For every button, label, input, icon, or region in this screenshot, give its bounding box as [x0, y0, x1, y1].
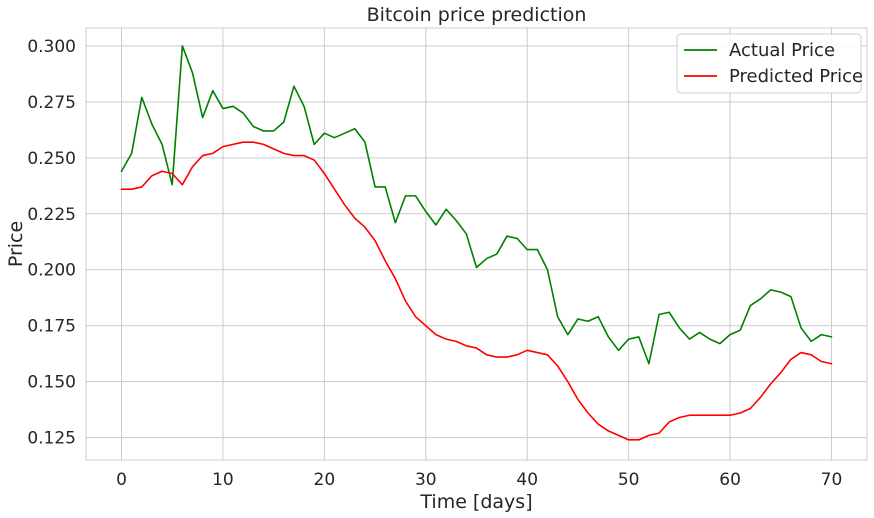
x-axis-title: Time [days] [419, 491, 532, 513]
x-tick-label: 30 [415, 470, 437, 490]
grid-lines [86, 28, 867, 460]
legend-label-predicted-price: Predicted Price [729, 66, 863, 87]
series-line-predicted-price [120, 141, 833, 441]
y-tick-label: 0.250 [27, 149, 76, 169]
x-tick-label: 20 [314, 470, 336, 490]
y-tick-label: 0.275 [27, 93, 76, 113]
y-tick-label: 0.125 [27, 429, 76, 449]
x-tick-label: 50 [618, 470, 640, 490]
y-axis-title: Price [5, 221, 27, 267]
y-tick-label: 0.300 [27, 37, 76, 57]
x-tick-label: 0 [116, 470, 127, 490]
y-axis-ticks: 0.125 0.150 0.175 0.200 0.225 0.250 0.275 0.300 [27, 37, 76, 449]
x-tick-label: 60 [719, 470, 741, 490]
x-tick-label: 40 [516, 470, 538, 490]
y-tick-label: 0.150 [27, 373, 76, 393]
legend: Actual Price Predicted Price [676, 33, 863, 94]
x-tick-label: 70 [821, 470, 843, 490]
series-lines [120, 45, 833, 441]
plot-area [85, 27, 868, 461]
x-tick-label: 10 [212, 470, 234, 490]
y-tick-label: 0.200 [27, 261, 76, 281]
x-axis-ticks: 0 10 20 30 40 50 60 70 [116, 470, 842, 490]
legend-box [676, 33, 862, 94]
chart-title: Bitcoin price prediction [367, 4, 587, 26]
y-tick-label: 0.175 [27, 317, 76, 337]
legend-label-actual-price: Actual Price [729, 40, 835, 61]
series-line-actual-price [120, 45, 833, 365]
y-tick-label: 0.225 [27, 205, 76, 225]
